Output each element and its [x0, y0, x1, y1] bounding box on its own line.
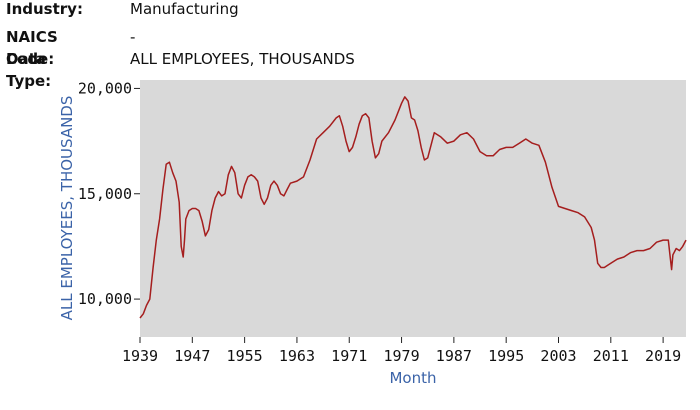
- x-tick-label: 1995: [488, 347, 524, 365]
- industry-label: Industry:: [6, 0, 83, 18]
- y-axis-title: ALL EMPLOYEES, THOUSANDS: [58, 96, 76, 321]
- x-axis: 1939 1947 1955 1963 1971 1979 1987 1995 2003 2011…: [122, 337, 681, 365]
- x-tick-label: 1939: [122, 347, 158, 365]
- x-tick-label: 1979: [383, 347, 419, 365]
- x-tick-label: 1947: [174, 347, 210, 365]
- y-axis: 10,000 15,000 20,000: [78, 79, 140, 308]
- y-tick-label: 15,000: [78, 185, 132, 203]
- x-tick-label: 1955: [227, 347, 263, 365]
- x-tick-label: 2003: [540, 347, 576, 365]
- x-tick-label: 1971: [331, 347, 367, 365]
- naics-code-value: -: [130, 28, 136, 46]
- y-tick-label: 20,000: [78, 79, 132, 97]
- data-type-label: Data Type:: [6, 50, 52, 90]
- industry-value: Manufacturing: [130, 0, 239, 18]
- series-line: [139, 96, 687, 319]
- x-tick-label: 2011: [593, 347, 629, 365]
- data-type-value: ALL EMPLOYEES, THOUSANDS: [130, 50, 355, 68]
- x-axis-title: Month: [389, 369, 436, 387]
- y-tick-label: 10,000: [78, 290, 132, 308]
- naics-code-label: NAICS Code:: [6, 28, 58, 68]
- x-tick-label: 1987: [436, 347, 472, 365]
- x-tick-label: 1963: [279, 347, 315, 365]
- plot-area: [140, 80, 686, 337]
- x-tick-label: 2019: [645, 347, 681, 365]
